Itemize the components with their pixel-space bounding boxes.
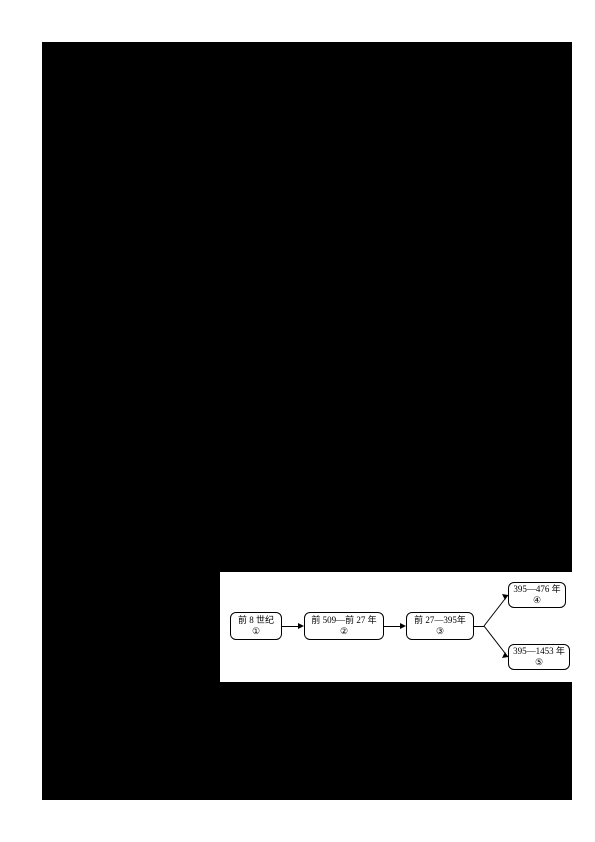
arrow-1-2: [282, 626, 298, 627]
diagram-node-2: 前 509—前 27 年 ②: [304, 612, 384, 640]
diagram-node-3: 前 27—395年 ③: [406, 612, 474, 640]
node-number: ①: [252, 626, 260, 637]
diagram-node-1: 前 8 世纪 ①: [230, 612, 282, 640]
node-label: 395—476 年: [513, 584, 560, 595]
timeline-diagram: 前 8 世纪 ① 前 509—前 27 年 ② 前 27—395年 ③: [220, 572, 572, 682]
document-body-black: [42, 42, 572, 800]
node-label: 前 27—395年: [414, 615, 466, 626]
node-number: ②: [340, 626, 348, 637]
node-number: ⑤: [535, 657, 543, 668]
node-label: 395—1453 年: [513, 646, 565, 657]
diagram-node-4: 395—476 年 ④: [508, 582, 566, 608]
page: 前 8 世纪 ① 前 509—前 27 年 ② 前 27—395年 ③: [0, 0, 595, 842]
arrow-2-3: [384, 626, 400, 627]
node-number: ④: [533, 595, 541, 606]
node-label: 前 509—前 27 年: [311, 615, 376, 626]
diagram-node-5: 395—1453 年 ⑤: [508, 644, 570, 670]
node-label: 前 8 世纪: [238, 615, 274, 626]
node-number: ③: [436, 626, 444, 637]
